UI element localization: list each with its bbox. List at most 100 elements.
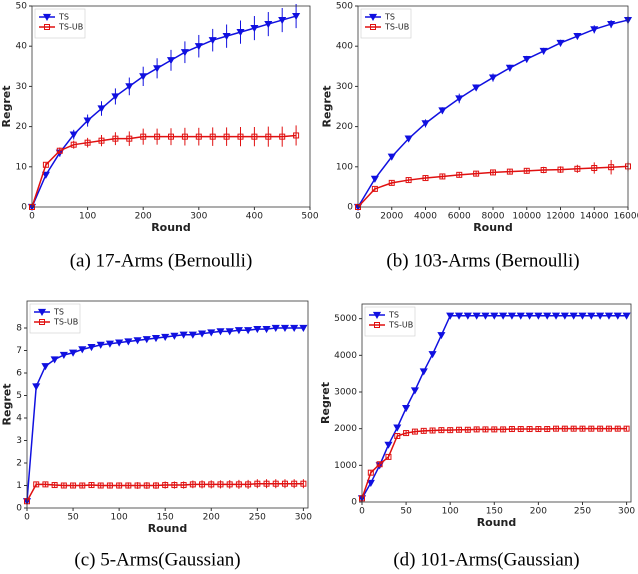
marker <box>570 425 577 432</box>
marker <box>254 480 261 487</box>
marker <box>516 312 525 320</box>
legend-marker <box>37 308 47 317</box>
x-tick-label: 200 <box>203 513 220 523</box>
marker <box>300 480 307 487</box>
marker <box>366 479 375 487</box>
marker <box>455 95 464 103</box>
marker <box>556 39 565 47</box>
legend-marker <box>374 322 380 328</box>
x-tick-label: 4000 <box>414 212 437 222</box>
caption: (a) 17-Arms (Bernoulli) <box>70 250 253 271</box>
marker <box>234 327 243 335</box>
x-tick-label: 100 <box>111 513 128 523</box>
y-tick-label: 400 <box>336 42 353 52</box>
marker <box>607 20 616 29</box>
marker <box>557 166 564 173</box>
marker <box>79 482 86 489</box>
marker <box>421 120 430 128</box>
y-tick-label: 5 <box>16 391 22 401</box>
legend-box <box>34 8 86 39</box>
marker <box>490 169 496 176</box>
marker <box>422 175 429 182</box>
marker <box>152 482 159 489</box>
marker <box>125 482 132 489</box>
y-tick-label: 2000 <box>334 424 357 434</box>
marker <box>463 312 472 320</box>
x-tick-label: 0 <box>355 212 361 222</box>
marker <box>446 312 455 320</box>
marker <box>481 312 490 320</box>
marker <box>264 20 273 29</box>
x-axis-label: Round <box>151 221 191 234</box>
marker <box>161 333 170 342</box>
marker <box>613 312 622 320</box>
marker <box>292 12 301 21</box>
marker <box>608 164 615 171</box>
marker <box>428 351 437 359</box>
marker <box>473 170 480 177</box>
marker <box>124 338 133 346</box>
caption: (c) 5-Arms(Gaussian) <box>74 549 240 570</box>
x-tick-label: 300 <box>618 507 635 517</box>
marker <box>543 312 552 320</box>
y-tick-label: 1000 <box>334 461 357 471</box>
marker <box>573 33 582 41</box>
y-tick-label: 0 <box>347 203 353 213</box>
marker <box>70 482 77 489</box>
x-tick-label: 0 <box>359 507 365 517</box>
marker <box>429 427 436 434</box>
marker <box>272 480 279 487</box>
y-tick-label: 6 <box>16 369 22 379</box>
y-axis-label: Regret <box>321 86 334 128</box>
marker <box>281 480 288 487</box>
marker <box>293 132 300 139</box>
marker <box>271 324 280 333</box>
plot-frame <box>357 5 629 208</box>
marker <box>171 482 178 489</box>
marker <box>245 481 252 488</box>
marker <box>106 482 113 489</box>
marker <box>265 133 272 140</box>
marker <box>195 133 202 140</box>
marker <box>78 346 87 354</box>
marker <box>235 481 242 488</box>
marker <box>194 43 203 51</box>
marker <box>225 328 234 336</box>
marker <box>70 141 77 148</box>
marker <box>140 133 147 140</box>
y-axis-label: Regret <box>319 382 332 424</box>
marker <box>540 167 547 174</box>
caption: (b) 103-Arms (Bernoulli) <box>386 250 579 271</box>
marker <box>500 426 507 433</box>
marker <box>168 133 174 140</box>
legend-marker <box>368 13 378 22</box>
series-line <box>26 327 304 502</box>
plot-frame <box>31 5 311 208</box>
marker <box>223 133 230 140</box>
x-tick-label: 10000 <box>512 212 541 222</box>
x-tick-label: 250 <box>574 507 591 517</box>
x-tick-label: 50 <box>67 513 79 523</box>
marker <box>561 425 568 432</box>
x-tick-label: 100 <box>442 507 459 517</box>
marker <box>142 336 151 344</box>
x-tick-label: 250 <box>249 513 266 523</box>
marker <box>250 25 259 33</box>
marker <box>263 480 270 487</box>
marker <box>251 133 258 140</box>
marker <box>597 425 604 432</box>
marker <box>208 481 215 488</box>
marker <box>133 337 142 345</box>
marker <box>544 426 551 433</box>
marker <box>56 147 63 154</box>
marker <box>217 481 224 488</box>
marker <box>179 331 188 339</box>
marker <box>482 426 489 433</box>
marker <box>535 426 542 433</box>
marker <box>111 93 120 101</box>
marker <box>151 335 161 343</box>
marker <box>278 16 287 25</box>
marker <box>438 107 447 115</box>
legend-marker <box>39 319 45 325</box>
